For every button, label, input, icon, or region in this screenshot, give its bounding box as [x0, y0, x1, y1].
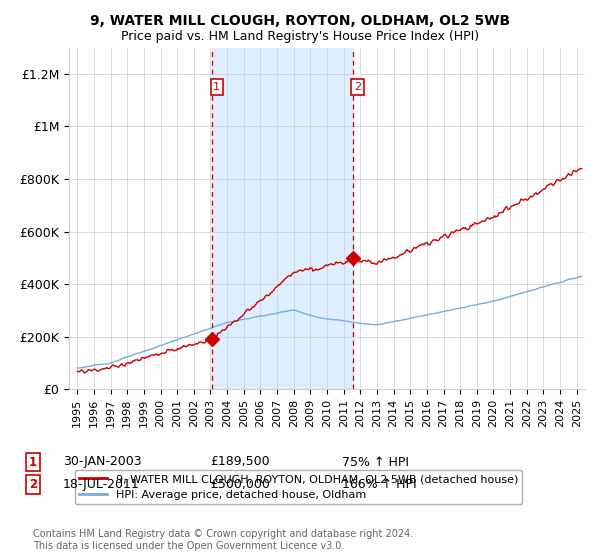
Text: 9, WATER MILL CLOUGH, ROYTON, OLDHAM, OL2 5WB: 9, WATER MILL CLOUGH, ROYTON, OLDHAM, OL… [90, 14, 510, 28]
Text: £500,000: £500,000 [210, 478, 270, 491]
Text: 30-JAN-2003: 30-JAN-2003 [63, 455, 142, 469]
Text: £189,500: £189,500 [210, 455, 269, 469]
Text: 2: 2 [29, 478, 37, 491]
Text: 18-JUL-2011: 18-JUL-2011 [63, 478, 140, 491]
Text: 166% ↑ HPI: 166% ↑ HPI [342, 478, 416, 491]
Text: Contains HM Land Registry data © Crown copyright and database right 2024.
This d: Contains HM Land Registry data © Crown c… [33, 529, 413, 551]
Legend: 9, WATER MILL CLOUGH, ROYTON, OLDHAM, OL2 5WB (detached house), HPI: Average pri: 9, WATER MILL CLOUGH, ROYTON, OLDHAM, OL… [74, 470, 523, 505]
Bar [212, 48, 353, 389]
Text: 75% ↑ HPI: 75% ↑ HPI [342, 455, 409, 469]
Text: 2: 2 [354, 82, 361, 92]
Text: 1: 1 [214, 82, 220, 92]
Text: 1: 1 [29, 455, 37, 469]
Text: Price paid vs. HM Land Registry's House Price Index (HPI): Price paid vs. HM Land Registry's House … [121, 30, 479, 43]
